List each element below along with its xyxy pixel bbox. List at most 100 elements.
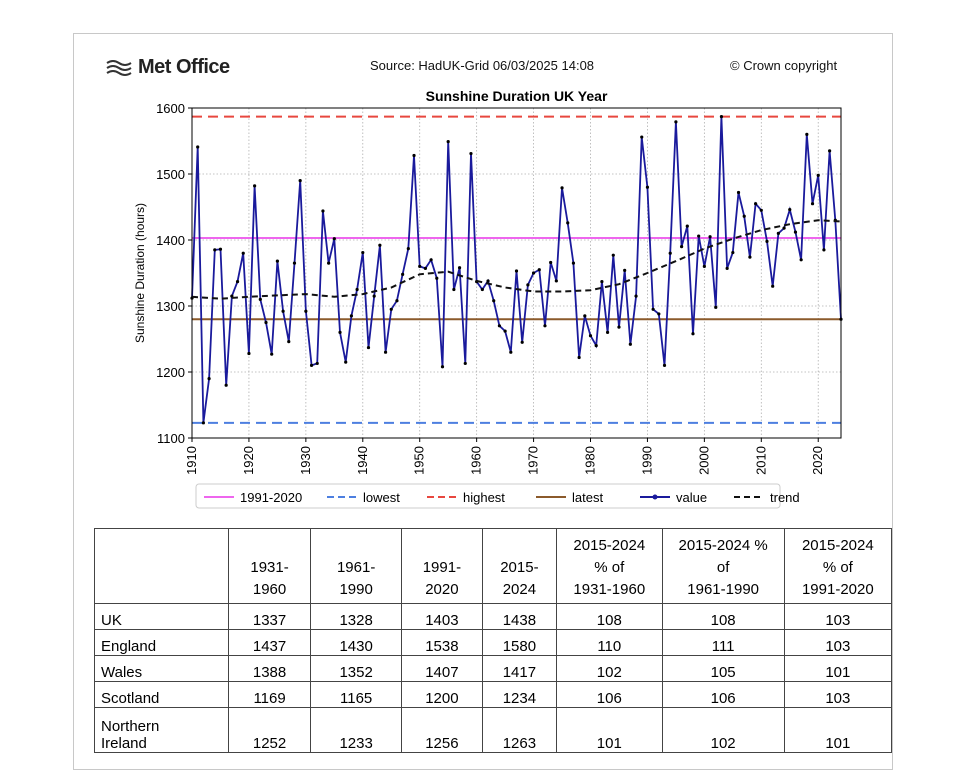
value-cell: 103 bbox=[783, 681, 893, 708]
y-tick-label: 1500 bbox=[156, 167, 185, 182]
value-cell: 1352 bbox=[310, 655, 403, 682]
value-point bbox=[531, 271, 536, 275]
value-point bbox=[480, 287, 484, 292]
value-point bbox=[668, 251, 672, 255]
region-cell: UK bbox=[94, 603, 229, 630]
value-cell: 101 bbox=[783, 707, 893, 753]
y-tick-label: 1100 bbox=[157, 431, 185, 446]
legend-marker-value bbox=[652, 494, 658, 500]
value-point bbox=[662, 363, 667, 367]
value-point bbox=[292, 261, 297, 265]
value-point bbox=[429, 258, 433, 262]
table-header-text: 1931-1960 bbox=[573, 581, 646, 598]
table-header-cell: 2015- 2024 bbox=[481, 528, 558, 604]
value-point bbox=[742, 214, 746, 218]
value-cell: 101 bbox=[556, 707, 663, 753]
value-point bbox=[554, 279, 558, 283]
sunshine-chart: 1100 1200 1300 1400 1500 1600 1910 1920 1930 1940… bbox=[133, 88, 843, 509]
value-point bbox=[201, 421, 205, 425]
value-point bbox=[435, 276, 439, 280]
value-point bbox=[748, 255, 752, 259]
value-point bbox=[378, 243, 382, 247]
legend-box bbox=[195, 483, 781, 509]
value-cell: 1234 bbox=[481, 681, 558, 708]
trend-series-line bbox=[191, 219, 842, 300]
value-cell: 1263 bbox=[481, 707, 558, 753]
region-name: England bbox=[101, 638, 157, 655]
value-point bbox=[395, 299, 399, 303]
value-point bbox=[264, 320, 268, 325]
value-point bbox=[321, 209, 325, 213]
value-cell: 108 bbox=[556, 603, 663, 630]
value-point bbox=[577, 355, 581, 360]
table-header-text: 2020 bbox=[425, 581, 459, 598]
value-point bbox=[514, 269, 519, 273]
table-header-text: 2024 bbox=[502, 581, 537, 598]
table-body: UK 1337 1328 1403 1438 108 108 103 England 1437 14… bbox=[94, 603, 893, 753]
value-point bbox=[566, 221, 570, 225]
value-cell: 1252 bbox=[227, 707, 312, 753]
value-point bbox=[315, 361, 319, 366]
table-header-text: 2015- bbox=[500, 559, 539, 576]
value-cell: 111 bbox=[661, 629, 785, 656]
value-point bbox=[617, 325, 621, 329]
table-header-text: 1990 bbox=[339, 581, 373, 598]
value-cell: 1200 bbox=[401, 681, 483, 708]
value-cell: 108 bbox=[661, 603, 785, 630]
value-cell: 1328 bbox=[310, 603, 403, 630]
legend-label-lowest: lowest bbox=[363, 490, 400, 505]
x-tick-label: 1910 bbox=[184, 446, 199, 475]
value-cell: 103 bbox=[783, 603, 893, 630]
chart-legend: 1991-2020 lowest highest latest value trend bbox=[195, 483, 800, 509]
x-tick-label: 1990 bbox=[639, 446, 654, 475]
value-cell: 106 bbox=[661, 681, 785, 708]
value-cell: 110 bbox=[556, 629, 663, 656]
value-point bbox=[457, 266, 462, 270]
value-point bbox=[497, 324, 502, 328]
value-point bbox=[657, 312, 661, 316]
value-point bbox=[719, 114, 724, 119]
report-card: Met Office Source: HadUK-Grid 06/03/2025… bbox=[73, 33, 893, 770]
value-cell: 1430 bbox=[310, 629, 403, 656]
value-point bbox=[571, 261, 576, 265]
value-point bbox=[782, 226, 786, 230]
table-header-text: 2015-2024 bbox=[801, 537, 874, 554]
value-point bbox=[503, 329, 507, 333]
table-row: UK 1337 1328 1403 1438 108 108 103 bbox=[94, 603, 893, 630]
value-cell: 102 bbox=[556, 655, 663, 682]
value-cell: 1438 bbox=[481, 603, 558, 630]
value-point bbox=[440, 365, 445, 369]
value-point bbox=[401, 272, 405, 276]
value-point bbox=[793, 230, 798, 234]
value-cell: 106 bbox=[556, 681, 663, 708]
table-header-cell: 1991- 2020 bbox=[401, 528, 483, 604]
value-point bbox=[492, 299, 496, 303]
value-cell: 1165 bbox=[310, 681, 403, 708]
value-point bbox=[213, 248, 217, 252]
value-point bbox=[383, 350, 388, 354]
value-point bbox=[224, 383, 228, 387]
table-row: Scotland 1169 1165 1200 1234 106 106 103 bbox=[94, 681, 893, 708]
value-point bbox=[537, 268, 541, 272]
value-point bbox=[304, 309, 308, 313]
value-point bbox=[805, 132, 809, 136]
value-point bbox=[247, 351, 251, 356]
table-header-text: 1991- bbox=[422, 559, 462, 576]
value-point bbox=[588, 334, 593, 338]
value-point bbox=[412, 153, 416, 158]
value-cell: 1403 bbox=[401, 603, 483, 630]
table-header-text: 1960 bbox=[252, 581, 287, 598]
region-name: UK bbox=[101, 612, 122, 629]
value-point bbox=[281, 309, 285, 313]
value-point bbox=[600, 279, 604, 284]
table-header-cell: 2015-2024 % of 1931-1960 bbox=[556, 528, 663, 604]
x-tick-label: 2000 bbox=[696, 446, 711, 475]
y-tick-label: 1300 bbox=[156, 299, 185, 314]
value-point bbox=[776, 231, 780, 235]
value-cell: 1580 bbox=[481, 629, 558, 656]
value-point bbox=[338, 330, 342, 334]
value-point bbox=[714, 305, 718, 309]
table-header-text: % of bbox=[822, 559, 853, 576]
copyright-text: © Crown copyright bbox=[730, 58, 838, 73]
value-point bbox=[697, 234, 701, 238]
